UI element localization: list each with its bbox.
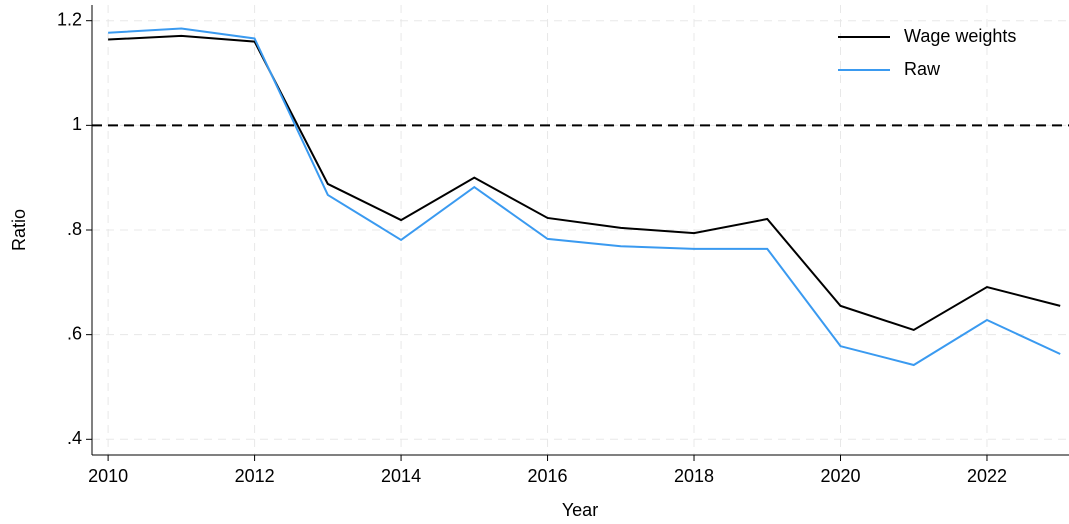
y-tick-label: 1.2 bbox=[57, 9, 82, 29]
y-axis-label: Ratio bbox=[9, 209, 29, 251]
x-tick-label: 2014 bbox=[381, 466, 421, 486]
line bbox=[108, 34, 1061, 332]
x-tick-label: 2020 bbox=[820, 466, 860, 486]
legend-label: Raw bbox=[904, 59, 941, 79]
x-tick-label: 2022 bbox=[967, 466, 1007, 486]
x-tick-label: 2016 bbox=[528, 466, 568, 486]
x-axis-label: Year bbox=[562, 500, 598, 520]
x-tick-label: 2012 bbox=[235, 466, 275, 486]
legend-label: Wage weights bbox=[904, 26, 1016, 46]
y-tick-label: .8 bbox=[67, 219, 82, 239]
line bbox=[108, 27, 1061, 367]
x-tick-label: 2018 bbox=[674, 466, 714, 486]
y-tick-label: 1 bbox=[72, 114, 82, 134]
y-tick-label: .6 bbox=[67, 323, 82, 343]
x-tick-label: 2010 bbox=[88, 466, 128, 486]
y-tick-label: .4 bbox=[67, 428, 82, 448]
